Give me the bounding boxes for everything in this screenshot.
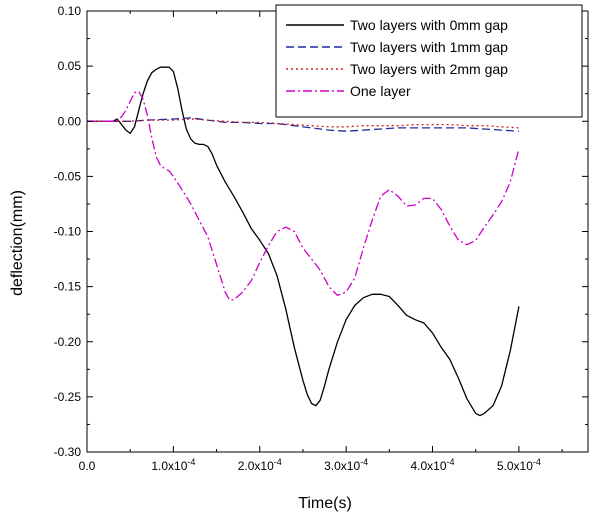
y-axis-title: deflection(mm): [9, 190, 26, 296]
y-tick-label: -0.10: [54, 225, 82, 239]
legend-label-1: Two layers with 0mm gap: [350, 17, 508, 33]
y-tick-label: -0.05: [54, 169, 82, 183]
series-line-4: [87, 90, 520, 301]
y-tick-label: 0.05: [58, 59, 82, 73]
series-line-3: [87, 118, 519, 129]
y-tick-label: -0.25: [54, 390, 82, 404]
legend-label-4: One layer: [350, 83, 411, 99]
legend-label-2: Two layers with 1mm gap: [350, 39, 508, 55]
y-tick-label: -0.20: [54, 335, 82, 349]
x-tick-label: 1.0x10-4: [151, 457, 195, 473]
axes: 0.10 0.05 0.00 -0.05 -0.10 -0.15 -0.20 -0.25 -0.…: [54, 4, 589, 473]
x-tick-label: 0.0: [79, 459, 96, 473]
x-tick-label: 4.0x10-4: [410, 457, 454, 473]
series-line-2: [87, 117, 519, 132]
y-tick-label: 0.00: [58, 114, 82, 128]
x-axis-title: Time(s): [298, 495, 352, 512]
x-tick-label: 2.0x10-4: [238, 457, 282, 473]
y-tick-label: -0.15: [54, 280, 82, 294]
legend-box: [275, 4, 583, 118]
series-layer: [87, 66, 520, 417]
x-tick-label: 3.0x10-4: [324, 457, 368, 473]
legend-label-3: Two layers with 2mm gap: [350, 61, 508, 77]
y-tick-label: 0.10: [58, 4, 82, 18]
y-tick-label: -0.30: [54, 445, 82, 459]
legend: Two layers with 0mm gap Two layers with 1…: [275, 4, 583, 118]
x-tick-label: 5.0x10-4: [497, 457, 541, 473]
series-line-1: [87, 66, 520, 417]
